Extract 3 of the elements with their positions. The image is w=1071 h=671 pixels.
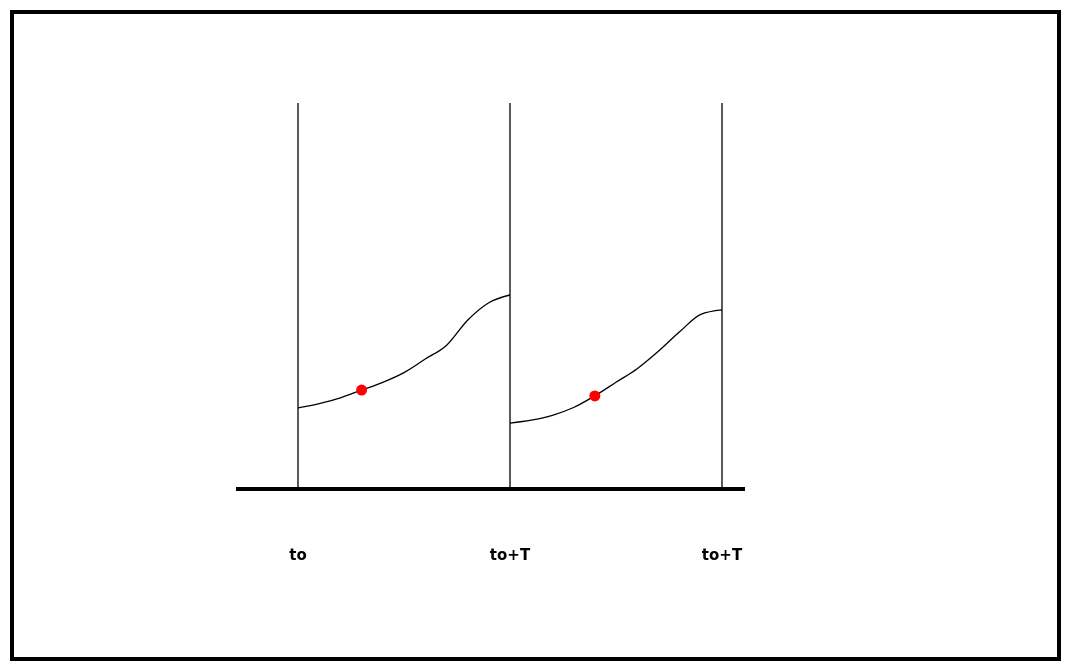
x-tick-label: to+T xyxy=(489,546,531,564)
x-tick-label: to xyxy=(289,546,307,564)
x-tick-label: to+T xyxy=(701,546,743,564)
